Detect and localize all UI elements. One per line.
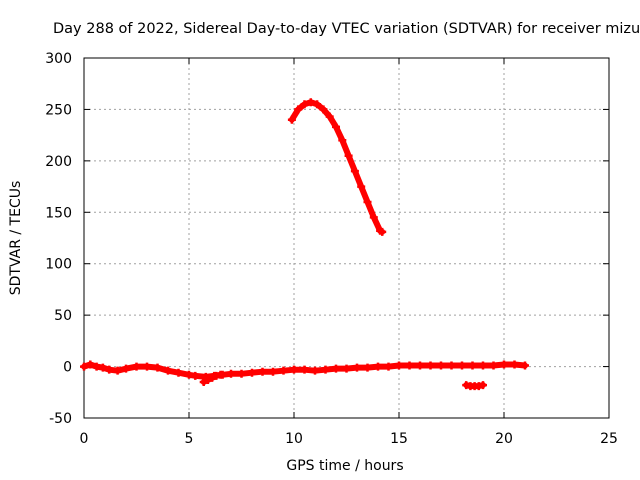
data-point	[306, 98, 315, 107]
plot-area-frame	[83, 57, 610, 419]
x-tick-label: 15	[390, 431, 408, 447]
data-point	[437, 361, 445, 370]
data-point	[98, 363, 107, 372]
data-points	[80, 98, 529, 391]
data-point	[237, 369, 246, 378]
data-point	[203, 375, 212, 384]
data-point	[332, 122, 340, 131]
data-point	[416, 361, 424, 370]
data-point	[279, 366, 288, 375]
data-point	[369, 213, 378, 222]
y-tick-label: 100	[45, 257, 72, 273]
data-point	[363, 198, 372, 206]
data-point	[269, 367, 277, 376]
data-point	[374, 362, 382, 371]
x-axis-label: GPS time / hours	[286, 458, 403, 474]
y-axis-ticks: -50 0 50 100 150 200 250 300	[45, 51, 609, 427]
series-trace	[81, 361, 528, 380]
data-point	[248, 368, 256, 377]
data-point	[338, 136, 347, 145]
data-point	[426, 361, 435, 370]
data-point	[86, 360, 95, 369]
data-point	[143, 362, 151, 371]
data-point	[290, 365, 298, 374]
data-point	[300, 365, 309, 374]
data-point	[363, 363, 372, 372]
data-point	[153, 363, 162, 372]
data-point	[80, 362, 88, 371]
y-tick-label: -50	[49, 411, 72, 427]
x-tick-label: 0	[80, 431, 89, 447]
data-point	[353, 363, 361, 372]
data-point	[405, 361, 414, 370]
data-point	[384, 362, 393, 371]
data-point	[227, 369, 235, 378]
data-point	[344, 151, 353, 160]
data-point	[294, 105, 303, 114]
data-point	[113, 366, 122, 375]
data-point	[199, 378, 208, 386]
data-point	[208, 373, 217, 382]
grid-lines	[84, 58, 609, 418]
x-tick-label: 5	[185, 431, 194, 447]
data-point	[332, 364, 340, 373]
data-point	[313, 100, 322, 109]
data-point	[300, 100, 309, 109]
data-point	[521, 361, 529, 370]
x-axis-ticks: 0 5 10 15 20 25	[80, 58, 618, 447]
data-point	[378, 227, 387, 236]
data-point	[342, 364, 351, 373]
data-point	[105, 365, 114, 374]
data-point	[500, 360, 508, 369]
y-tick-label: 250	[45, 102, 72, 118]
data-point	[479, 361, 487, 370]
data-point	[258, 367, 267, 376]
data-point	[319, 105, 328, 114]
data-point	[122, 364, 130, 373]
data-point	[395, 361, 403, 370]
data-point	[458, 361, 466, 370]
data-point	[287, 115, 296, 124]
data-point	[132, 362, 141, 371]
x-tick-label: 10	[285, 431, 303, 447]
chart-title: Day 288 of 2022, Sidereal Day-to-day VTE…	[53, 21, 640, 37]
data-point	[191, 371, 200, 380]
y-tick-label: 300	[45, 51, 72, 67]
y-axis-label: SDTVAR / TECUs	[8, 181, 24, 296]
data-point	[447, 361, 456, 370]
data-point	[510, 360, 519, 369]
x-tick-label: 25	[600, 431, 618, 447]
data-point	[325, 112, 334, 121]
data-point	[164, 366, 172, 375]
y-tick-label: 0	[63, 360, 72, 376]
data-point	[479, 381, 487, 390]
y-tick-label: 150	[45, 205, 72, 221]
data-point	[174, 368, 183, 377]
data-point	[321, 365, 330, 374]
x-tick-label: 20	[495, 431, 513, 447]
data-point	[489, 361, 498, 370]
data-point	[311, 366, 319, 375]
data-point	[468, 361, 477, 370]
data-point	[357, 182, 366, 191]
data-point	[350, 167, 359, 176]
y-tick-label: 50	[54, 308, 72, 324]
data-point	[216, 370, 225, 379]
y-tick-label: 200	[45, 154, 72, 170]
